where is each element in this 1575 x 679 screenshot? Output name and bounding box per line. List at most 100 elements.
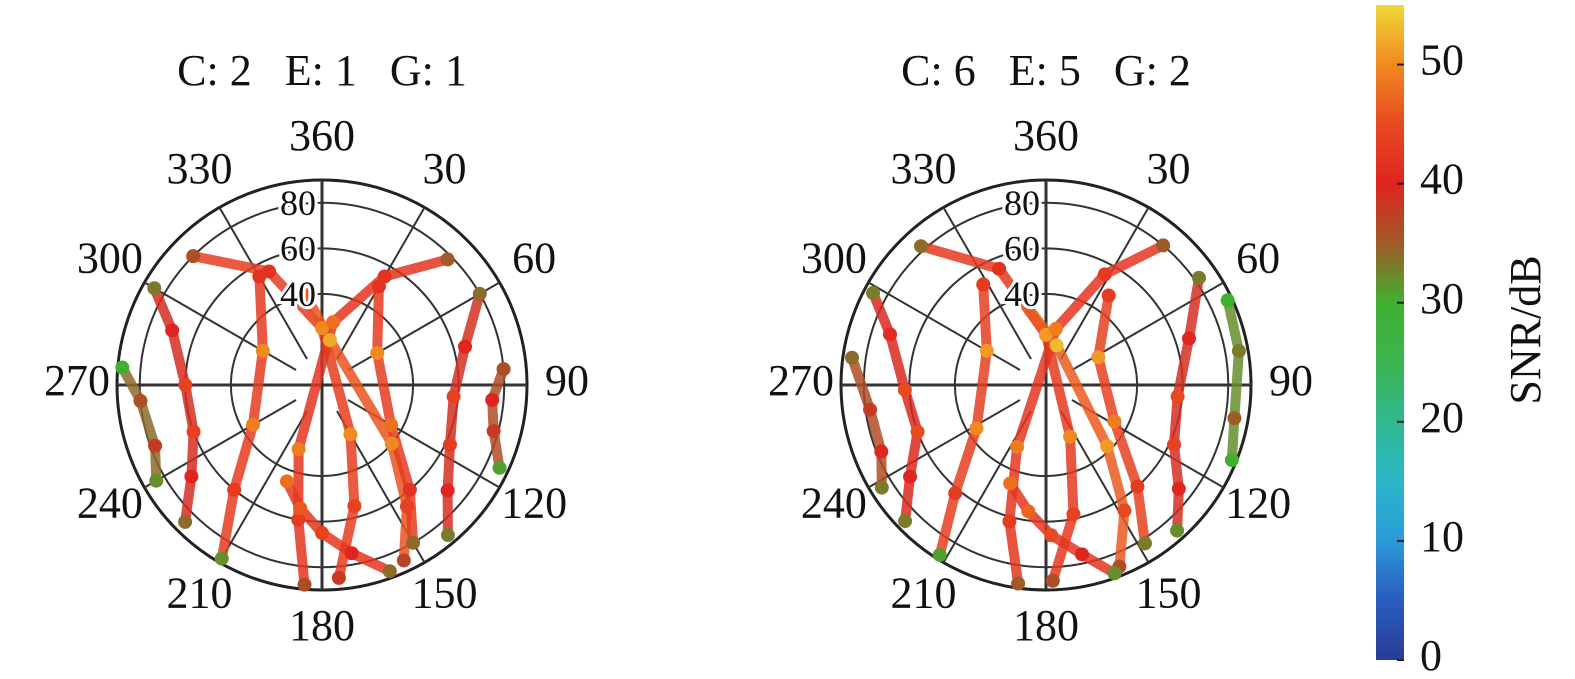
track-point <box>897 382 912 397</box>
colorbar-tick-label: 50 <box>1420 36 1464 85</box>
track-point <box>1107 566 1122 581</box>
track-point <box>969 421 984 436</box>
track-point <box>227 482 242 497</box>
track-point <box>845 350 860 365</box>
theta-tick-label: 270 <box>768 356 834 405</box>
track-point <box>874 480 889 495</box>
theta-tick-label: 90 <box>1269 356 1313 405</box>
track-point <box>178 514 193 529</box>
theta-tick-label: 30 <box>423 144 467 193</box>
colorbar-tick-label: 30 <box>1420 274 1464 323</box>
track-point <box>149 473 164 488</box>
track-point <box>1021 504 1036 519</box>
track-point <box>186 424 201 439</box>
track-point <box>1220 293 1235 308</box>
track-point <box>315 526 329 541</box>
theta-tick-label: 30 <box>1147 144 1191 193</box>
grid-spoke <box>143 281 297 371</box>
track-point <box>1170 523 1185 538</box>
track-point <box>178 378 193 392</box>
track-point <box>440 483 455 498</box>
theta-tick-label: 360 <box>289 111 355 160</box>
track-point <box>910 424 925 439</box>
track-point <box>1156 238 1171 253</box>
r-tick-label: 40 <box>280 274 316 314</box>
track <box>916 241 1079 586</box>
track-point <box>399 499 414 514</box>
track-point <box>948 486 963 501</box>
track-point <box>297 577 312 592</box>
track-point <box>1002 514 1017 529</box>
track <box>293 254 453 590</box>
r-tick-label: 80 <box>280 183 316 223</box>
track-point <box>1003 476 1018 491</box>
track-point <box>291 512 306 527</box>
track-point <box>1074 547 1089 562</box>
track-point <box>1224 453 1239 468</box>
track-point <box>1137 536 1152 551</box>
track-point <box>1227 411 1242 426</box>
theta-tick-label: 210 <box>891 568 957 617</box>
theta-tick-label: 120 <box>1225 479 1291 528</box>
track-point <box>326 315 341 330</box>
track-point <box>370 346 385 361</box>
track-point <box>255 343 270 358</box>
track-point <box>315 321 329 336</box>
r-tick-label: 60 <box>1004 229 1040 269</box>
track-point <box>384 417 399 432</box>
track <box>442 288 485 541</box>
grid-spoke <box>867 399 1021 489</box>
track-point <box>1016 294 1031 309</box>
track-point <box>384 436 399 451</box>
colorbar-tick-label: 0 <box>1420 631 1442 679</box>
track-point <box>992 261 1007 276</box>
track-point <box>406 535 421 550</box>
track-point <box>866 286 881 301</box>
track-point <box>115 360 130 375</box>
track-point <box>347 499 362 514</box>
track-point <box>291 442 306 457</box>
track-point <box>932 547 947 562</box>
track-point <box>874 444 889 459</box>
track <box>487 364 509 473</box>
track-point <box>979 343 994 358</box>
r-tick-label: 40 <box>1004 274 1040 314</box>
track-point <box>1100 439 1115 454</box>
track-point <box>1063 429 1078 444</box>
track-point <box>1097 267 1112 282</box>
r-tick-label: 80 <box>1004 183 1040 223</box>
track-point <box>344 546 359 561</box>
theta-tick-label: 300 <box>77 234 143 283</box>
track-point <box>1048 321 1063 336</box>
track-point <box>1049 338 1064 353</box>
colorbar-tick-label: 20 <box>1420 393 1464 442</box>
track <box>117 362 162 486</box>
track-point <box>299 288 314 303</box>
track-point <box>165 323 180 338</box>
track-point <box>148 438 163 453</box>
theta-tick-label: 360 <box>1013 111 1079 160</box>
grid-spoke <box>867 281 1021 371</box>
track-point <box>1091 350 1106 365</box>
track-point <box>976 277 991 292</box>
theta-tick-label: 300 <box>801 234 867 283</box>
track-point <box>1117 503 1132 518</box>
theta-tick-label: 330 <box>167 144 233 193</box>
theta-tick-label: 120 <box>501 479 567 528</box>
track-point <box>1191 270 1206 285</box>
track-point <box>382 564 397 579</box>
track <box>868 288 923 527</box>
track-point <box>1166 437 1181 452</box>
colorbar <box>1376 5 1404 660</box>
track-point <box>147 281 162 296</box>
theta-tick-label: 60 <box>512 234 556 283</box>
track-point <box>293 501 308 516</box>
track-point <box>396 553 411 568</box>
track-point <box>1171 481 1186 496</box>
colorbar-label: SNR/dB <box>1501 255 1550 404</box>
track-point <box>186 249 201 264</box>
track-point <box>486 423 501 438</box>
track-point <box>472 286 487 301</box>
